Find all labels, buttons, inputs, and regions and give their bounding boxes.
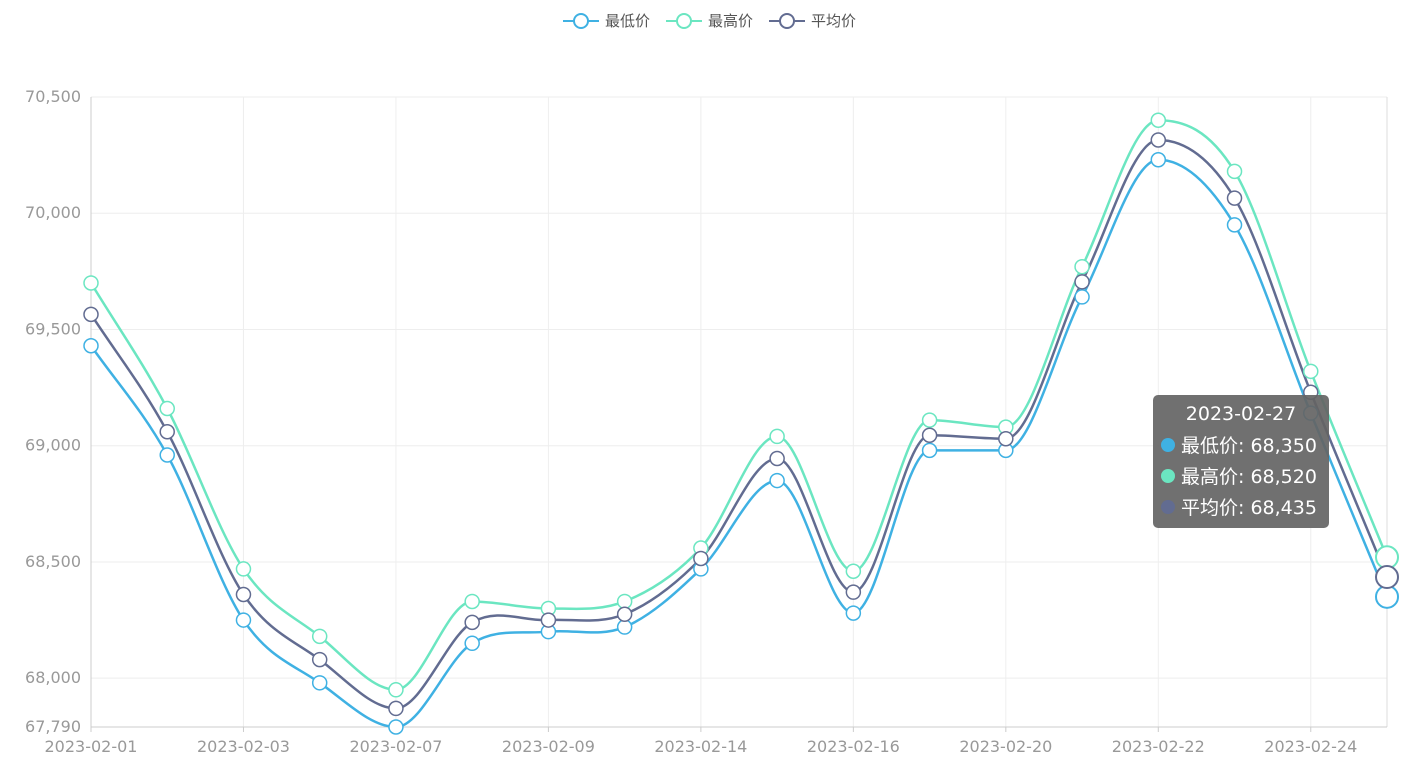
data-point-high[interactable] — [1226, 163, 1243, 180]
tooltip-text-high: 最高价: 68,520 — [1181, 466, 1317, 488]
series-line-avg — [89, 138, 1389, 710]
legend-item-low[interactable]: 最低价 — [562, 10, 650, 31]
data-point-avg[interactable] — [1150, 132, 1167, 148]
legend-item-avg[interactable]: 平均价 — [769, 10, 856, 31]
x-tick-label: 2023-02-20 — [959, 737, 1052, 756]
data-point-low[interactable] — [1375, 584, 1399, 609]
data-point-high[interactable] — [159, 400, 175, 417]
data-point-high[interactable] — [1074, 258, 1090, 275]
data-point-high[interactable] — [1303, 363, 1319, 380]
x-tick-label: 2023-02-16 — [807, 737, 900, 756]
data-point-high[interactable] — [921, 412, 938, 428]
data-point-low[interactable] — [1226, 217, 1243, 233]
data-point-avg[interactable] — [83, 306, 99, 323]
y-tick-label: 69,000 — [25, 436, 81, 455]
data-point-low[interactable] — [83, 337, 99, 354]
x-tick-label: 2023-02-14 — [654, 737, 747, 756]
data-point-low[interactable] — [921, 442, 938, 459]
data-point-avg[interactable] — [159, 424, 175, 440]
x-tick-label: 2023-02-01 — [45, 737, 138, 756]
data-point-low[interactable] — [616, 619, 633, 635]
data-point-avg[interactable] — [388, 700, 404, 717]
data-point-high[interactable] — [464, 593, 480, 610]
data-point-high[interactable] — [235, 561, 252, 577]
data-point-avg[interactable] — [769, 450, 785, 467]
legend-label-low: 最低价 — [604, 12, 650, 30]
tooltip-title: 2023-02-27 — [1185, 403, 1297, 425]
data-point-high[interactable] — [1150, 112, 1167, 128]
data-point-avg[interactable] — [1074, 274, 1090, 290]
data-point-low[interactable] — [845, 605, 862, 621]
data-point-high[interactable] — [311, 628, 328, 645]
data-point-low[interactable] — [235, 612, 252, 628]
data-point-avg[interactable] — [921, 427, 938, 443]
tooltip-row-high: 最高价: 68,520 — [1153, 460, 1329, 491]
data-point-avg[interactable] — [845, 584, 862, 600]
data-point-low[interactable] — [464, 635, 480, 652]
y-tick-label: 70,000 — [25, 203, 81, 222]
data-point-avg[interactable] — [1226, 190, 1243, 206]
data-point-low[interactable] — [1074, 289, 1090, 305]
tooltip: 2023-02-27 最低价: 68,350 最高价: 68,520 平均价: … — [1153, 395, 1329, 528]
tooltip-row-low: 最低价: 68,350 — [1153, 429, 1329, 460]
data-point-low[interactable] — [1150, 152, 1167, 168]
y-tick-label: 68,500 — [25, 552, 81, 571]
data-point-high[interactable] — [845, 563, 862, 579]
data-point-avg[interactable] — [235, 586, 252, 603]
data-point-avg[interactable] — [464, 614, 480, 631]
data-point-avg[interactable] — [693, 550, 709, 567]
data-point-avg[interactable] — [540, 612, 557, 628]
x-tick-label: 2023-02-22 — [1112, 737, 1205, 756]
x-tick-label: 2023-02-07 — [349, 737, 442, 756]
data-point-low[interactable] — [159, 447, 175, 463]
legend: 最低价 最高价 平均价 — [0, 10, 1419, 31]
tooltip-dot-avg — [1161, 499, 1175, 514]
data-point-low[interactable] — [311, 675, 328, 691]
x-tick-label: 2023-02-09 — [502, 737, 595, 756]
legend-avg-icon — [769, 12, 805, 29]
data-point-high[interactable] — [1375, 545, 1399, 570]
legend-item-high[interactable]: 最高价 — [665, 10, 753, 31]
legend-label-avg: 平均价 — [811, 12, 857, 30]
data-point-high[interactable] — [616, 593, 633, 610]
legend-high-icon — [665, 12, 702, 29]
x-tick-label: 2023-02-03 — [197, 737, 290, 756]
data-point-avg[interactable] — [311, 651, 328, 668]
data-point-low[interactable] — [388, 719, 404, 735]
tooltip-row-avg: 平均价: 68,435 — [1153, 491, 1329, 522]
data-point-low[interactable] — [769, 472, 785, 489]
y-tick-label: 69,500 — [25, 319, 81, 338]
data-point-avg[interactable] — [616, 606, 633, 623]
data-point-avg[interactable] — [998, 430, 1014, 447]
series-line-low — [89, 158, 1389, 729]
legend-label-high: 最高价 — [707, 12, 753, 30]
tooltip-text-low: 最低价: 68,350 — [1181, 435, 1317, 457]
legend-low-icon — [562, 12, 599, 29]
y-tick-label: 70,500 — [25, 87, 81, 106]
data-point-avg[interactable] — [1375, 565, 1399, 590]
y-tick-label: 67,790 — [25, 717, 81, 736]
data-point-high[interactable] — [388, 682, 404, 698]
tooltip-dot-low — [1161, 437, 1175, 452]
tooltip-dot-high — [1161, 468, 1175, 483]
data-point-high[interactable] — [769, 428, 785, 445]
x-tick-label: 2023-02-24 — [1264, 737, 1357, 756]
data-point-high[interactable] — [83, 275, 99, 291]
tooltip-text-avg: 平均价: 68,435 — [1181, 497, 1317, 519]
y-tick-label: 68,000 — [25, 668, 81, 687]
